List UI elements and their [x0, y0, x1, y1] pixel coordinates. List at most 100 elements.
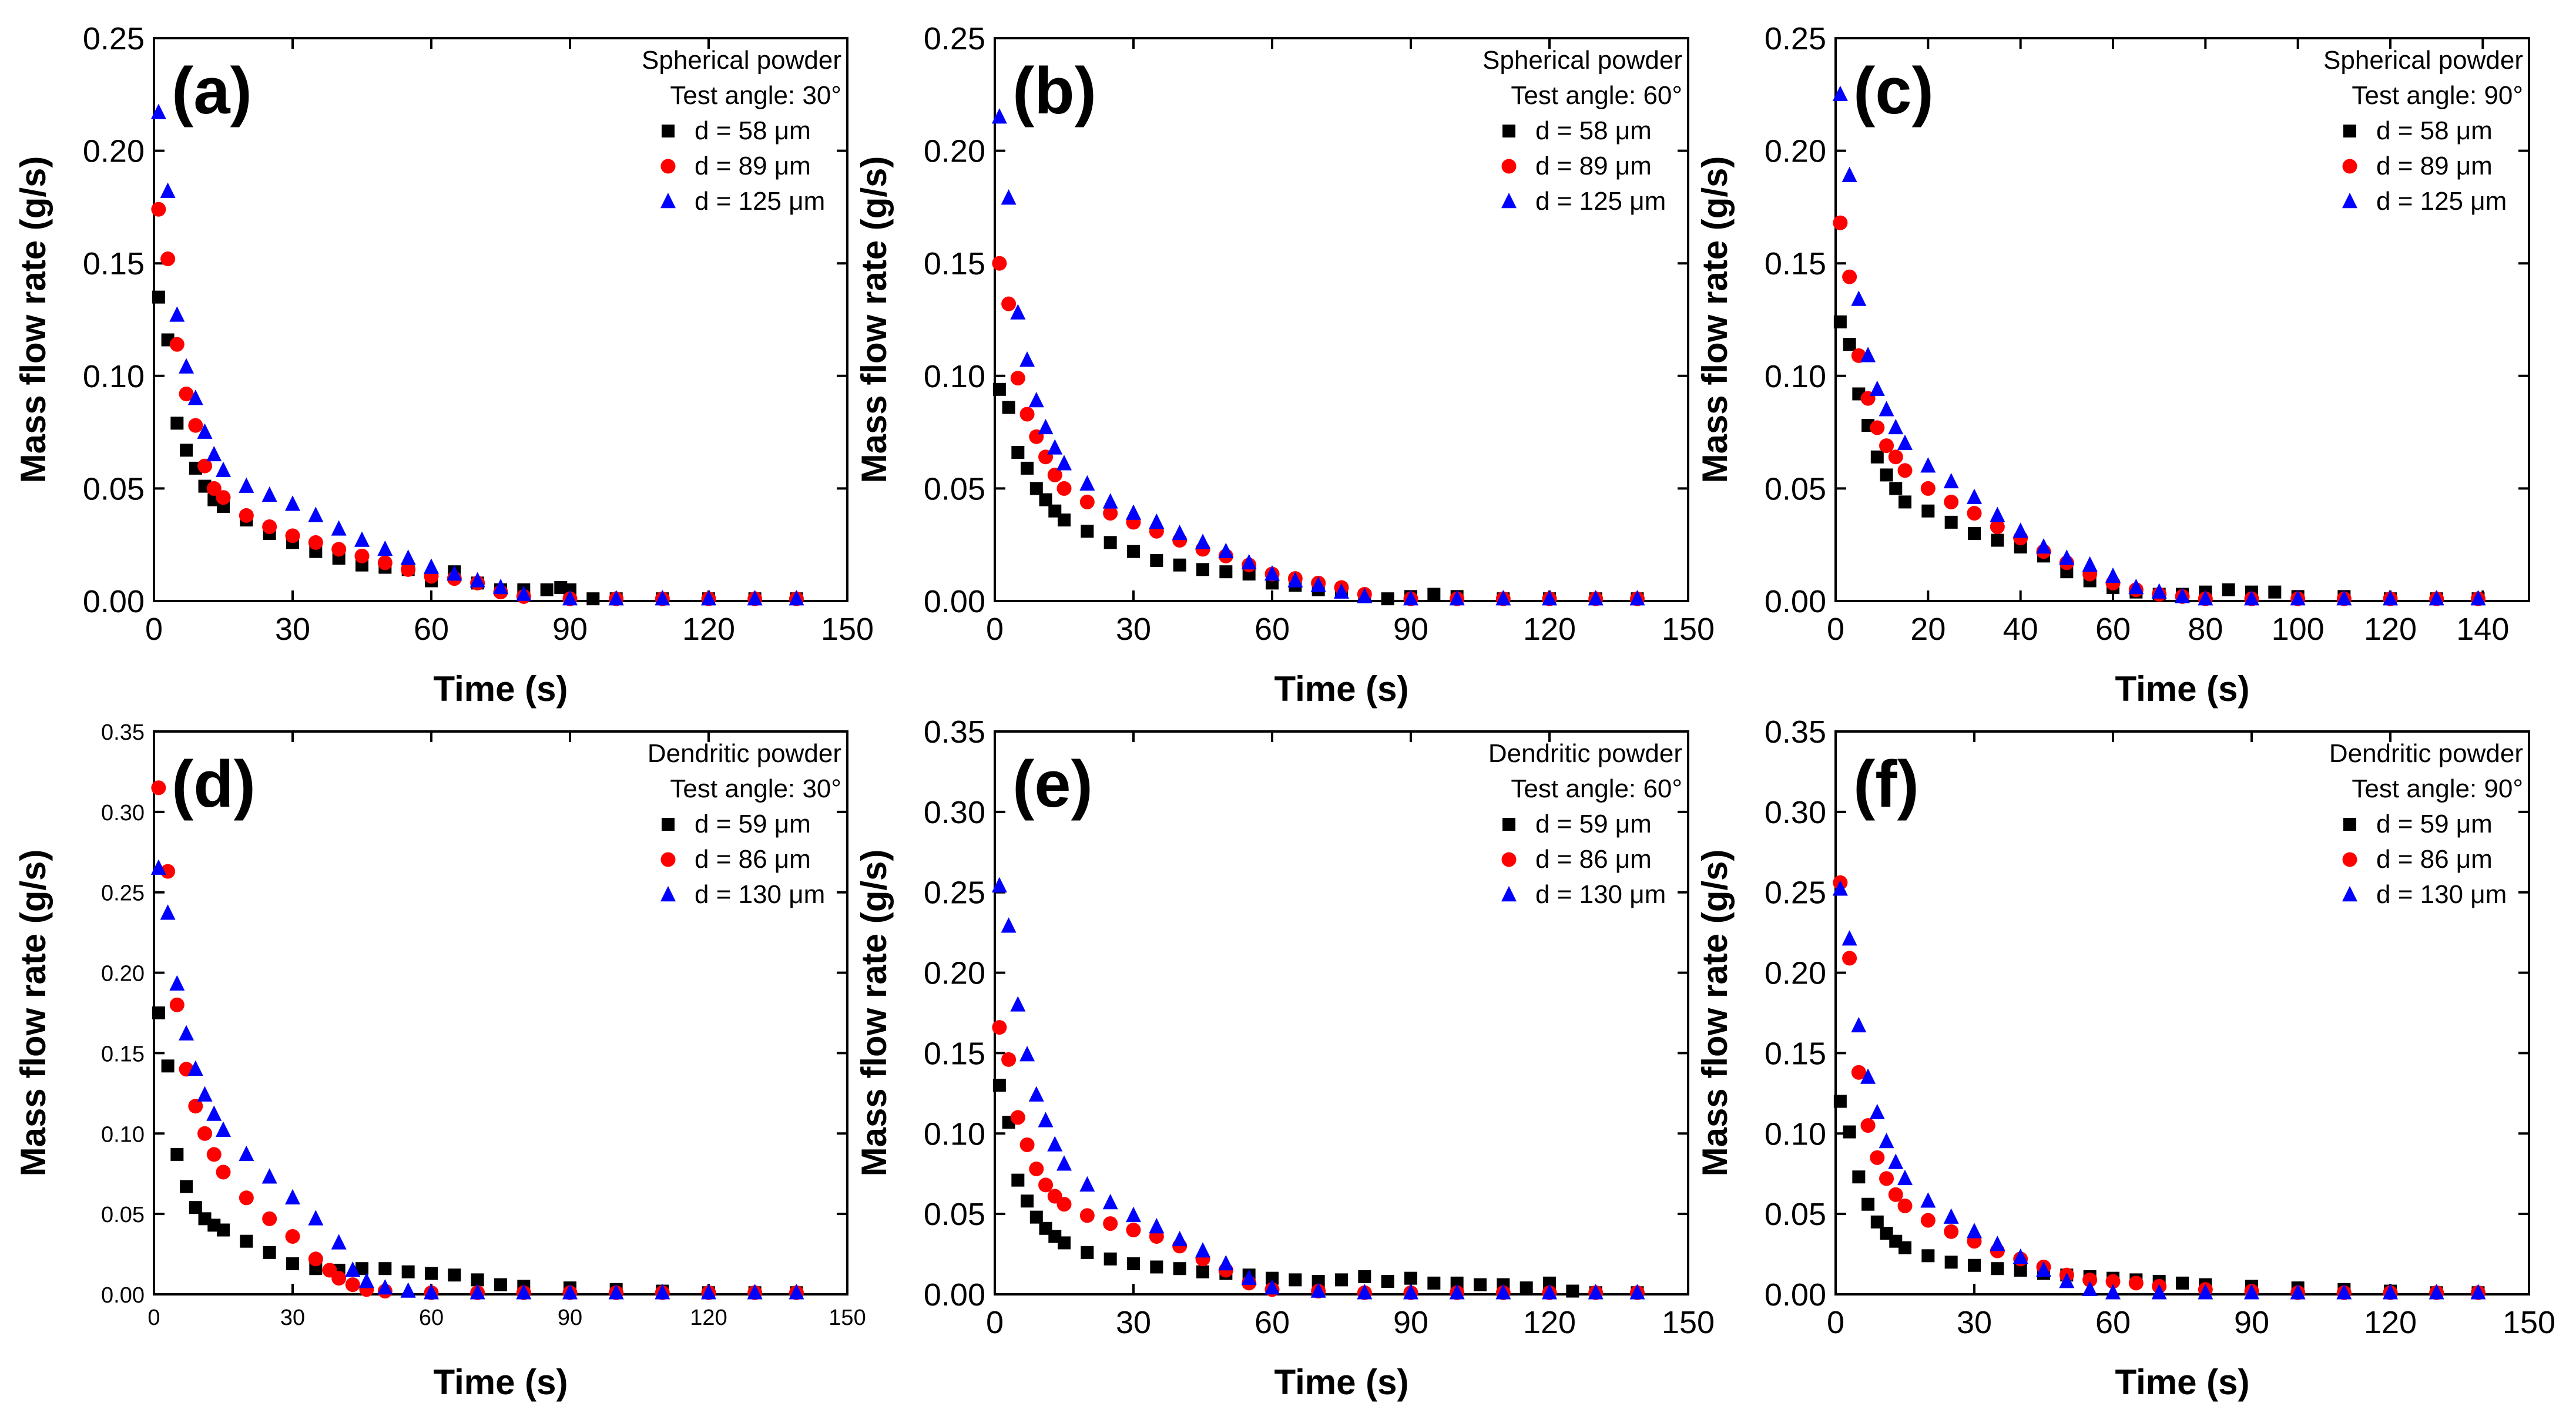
legend-title: Dendritic powder	[1488, 739, 1682, 768]
data-point	[400, 549, 416, 565]
data-point	[1172, 525, 1188, 541]
plot-frame	[994, 37, 1689, 602]
x-tick-label: 30	[1116, 612, 1151, 647]
data-point	[261, 1168, 277, 1184]
legend-entry: d = 89 μm	[695, 152, 811, 180]
data-point	[378, 1262, 392, 1276]
x-axis-title: Time (s)	[1274, 1362, 1409, 1402]
legend-marker	[2343, 818, 2356, 831]
y-tick-label: 0.05	[101, 1203, 145, 1227]
data-point	[1449, 1284, 1465, 1300]
data-point	[2128, 1276, 2144, 1291]
legend-marker	[1501, 193, 1517, 209]
data-point	[1195, 1242, 1210, 1258]
data-point	[216, 1164, 231, 1180]
data-point	[1851, 290, 1867, 306]
data-point	[197, 423, 213, 439]
y-tick-label: 0.00	[924, 1277, 985, 1313]
data-point	[1019, 1046, 1035, 1062]
data-point	[2290, 590, 2306, 606]
data-point	[377, 1279, 393, 1295]
data-point	[1029, 482, 1043, 495]
data-point	[1021, 461, 1034, 475]
data-point	[516, 585, 532, 601]
data-point	[1944, 515, 1958, 529]
data-point	[1833, 315, 1847, 328]
panel-label: (c)	[1853, 54, 1934, 127]
y-tick-label: 0.25	[924, 21, 985, 56]
data-point	[285, 1189, 300, 1205]
data-point	[1334, 583, 1349, 599]
y-tick-label: 0.15	[924, 246, 985, 281]
data-point	[179, 386, 194, 401]
y-tick-label: 0.20	[924, 134, 985, 169]
legend-marker	[660, 159, 676, 174]
data-point	[1879, 1132, 1894, 1149]
series-3	[1832, 880, 2486, 1300]
panel-d: 0 30 60 90 120 150 0.00 0.05 0.10 0.15 0.20 0.25 0.3…	[14, 720, 866, 1402]
x-tick-label: 120	[690, 1305, 727, 1330]
data-point	[494, 1278, 507, 1291]
data-point	[747, 1284, 763, 1300]
data-point	[2059, 549, 2075, 565]
data-point	[216, 1121, 231, 1137]
data-point	[2244, 1284, 2259, 1300]
data-point	[655, 1284, 670, 1300]
data-point	[2014, 1263, 2027, 1277]
legend-title: Spherical powder	[2323, 46, 2523, 75]
data-point	[377, 540, 393, 556]
data-point	[1566, 1284, 1579, 1298]
data-point	[1944, 494, 1959, 509]
data-point	[2175, 588, 2190, 603]
x-tick-label: 120	[1523, 1305, 1576, 1340]
data-point	[991, 108, 1007, 124]
data-point	[1495, 590, 1511, 606]
y-tick-label: 0.10	[83, 359, 145, 394]
data-point	[2198, 590, 2213, 606]
data-point	[2082, 556, 2098, 572]
data-point	[1943, 472, 1959, 489]
data-point	[1860, 1068, 1876, 1084]
data-point	[992, 1079, 1006, 1092]
data-point	[1943, 1208, 1959, 1224]
data-point	[377, 555, 393, 570]
data-point	[469, 572, 485, 588]
data-point	[206, 1147, 222, 1162]
x-tick-label: 150	[2503, 1305, 2555, 1340]
data-point	[1219, 565, 1233, 579]
data-point	[2105, 567, 2121, 583]
data-point	[206, 481, 222, 496]
data-point	[1196, 1265, 1209, 1278]
data-point	[1010, 304, 1026, 320]
y-tick-label: 0.15	[83, 246, 145, 281]
y-tick-label: 0.10	[1765, 1116, 1826, 1152]
y-axis-title: Mass flow rate (g/s)	[854, 850, 894, 1177]
plot-frame	[153, 37, 848, 602]
data-point	[1029, 1162, 1044, 1177]
y-tick-label: 0.20	[1765, 956, 1826, 991]
y-tick-label: 0.20	[1765, 134, 1826, 169]
data-point	[701, 1284, 716, 1300]
x-tick-label: 150	[829, 1305, 866, 1330]
data-point	[1990, 506, 2005, 522]
y-axis-title: Mass flow rate (g/s)	[1695, 850, 1735, 1177]
series-3	[991, 108, 1645, 606]
x-tick-label: 80	[2188, 612, 2223, 647]
data-point	[1588, 590, 1604, 606]
data-point	[1357, 588, 1373, 603]
data-point	[169, 975, 185, 991]
series-3	[150, 859, 804, 1300]
data-point	[286, 1257, 299, 1270]
data-point	[493, 579, 508, 595]
x-axis-title: Time (s)	[434, 669, 568, 709]
data-point	[1172, 1230, 1188, 1247]
series-1	[152, 1006, 803, 1300]
data-point	[308, 1210, 324, 1226]
x-tick-label: 40	[2003, 612, 2038, 647]
data-point	[285, 495, 300, 511]
data-point	[160, 251, 176, 267]
legend-entry: d = 130 μm	[2376, 880, 2507, 909]
data-point	[2336, 1284, 2352, 1300]
data-point	[1629, 590, 1645, 606]
legend-subtitle: Test angle: 90°	[2352, 81, 2523, 110]
